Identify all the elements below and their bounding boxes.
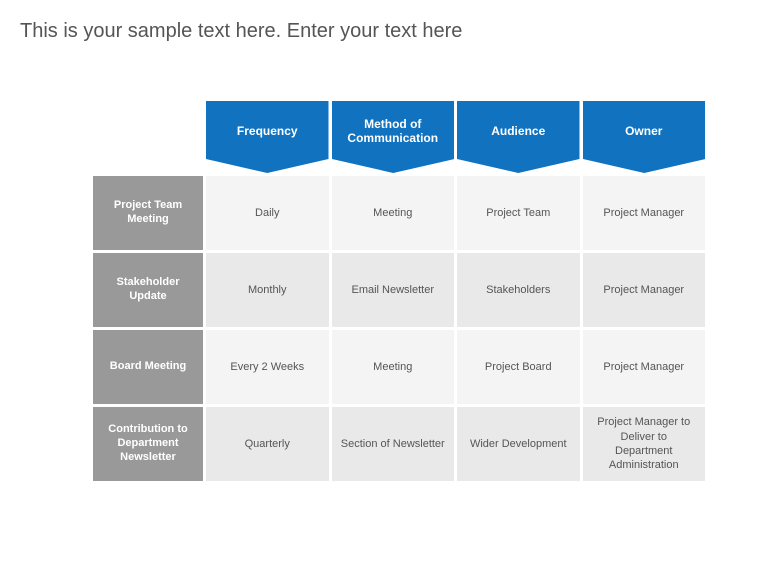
row-header-department-newsletter: Contribution to Department Newsletter bbox=[93, 407, 203, 481]
row-header-stakeholder-update: Stakeholder Update bbox=[93, 253, 203, 327]
row-header-board-meeting: Board Meeting bbox=[93, 330, 203, 404]
cell-method: Section of Newsletter bbox=[332, 407, 455, 481]
cell-frequency: Daily bbox=[206, 176, 329, 250]
cell-method: Meeting bbox=[332, 330, 455, 404]
cell-owner: Project Manager bbox=[583, 330, 706, 404]
col-header-audience: Audience bbox=[457, 101, 580, 173]
cell-audience: Stakeholders bbox=[457, 253, 580, 327]
corner-spacer bbox=[93, 101, 203, 173]
col-header-label: Method of Communication bbox=[332, 101, 455, 173]
col-header-label: Audience bbox=[457, 101, 580, 173]
cell-audience: Project Board bbox=[457, 330, 580, 404]
table-row: Project Team Meeting Daily Meeting Proje… bbox=[93, 176, 705, 250]
cell-frequency: Quarterly bbox=[206, 407, 329, 481]
cell-owner: Project Manager bbox=[583, 253, 706, 327]
cell-method: Meeting bbox=[332, 176, 455, 250]
row-header-project-team-meeting: Project Team Meeting bbox=[93, 176, 203, 250]
table-row: Board Meeting Every 2 Weeks Meeting Proj… bbox=[93, 330, 705, 404]
cell-method: Email Newsletter bbox=[332, 253, 455, 327]
column-header-row: Frequency Method of Communication Audien… bbox=[93, 101, 705, 173]
table-row: Contribution to Department Newsletter Qu… bbox=[93, 407, 705, 481]
col-header-label: Owner bbox=[583, 101, 706, 173]
table-row: Stakeholder Update Monthly Email Newslet… bbox=[93, 253, 705, 327]
col-header-label: Frequency bbox=[206, 101, 329, 173]
page-title: This is your sample text here. Enter you… bbox=[0, 0, 768, 43]
communication-plan-table: Frequency Method of Communication Audien… bbox=[90, 98, 708, 484]
col-header-frequency: Frequency bbox=[206, 101, 329, 173]
cell-audience: Wider Development bbox=[457, 407, 580, 481]
col-header-method: Method of Communication bbox=[332, 101, 455, 173]
cell-frequency: Monthly bbox=[206, 253, 329, 327]
cell-audience: Project Team bbox=[457, 176, 580, 250]
col-header-owner: Owner bbox=[583, 101, 706, 173]
cell-owner: Project Manager bbox=[583, 176, 706, 250]
cell-owner: Project Manager to Deliver to Department… bbox=[583, 407, 706, 481]
cell-frequency: Every 2 Weeks bbox=[206, 330, 329, 404]
communication-table-wrapper: Frequency Method of Communication Audien… bbox=[0, 43, 768, 484]
